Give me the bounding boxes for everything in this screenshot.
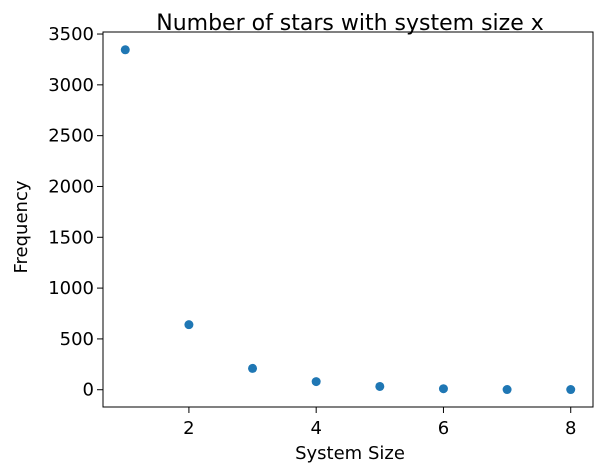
data-point: [120, 45, 130, 55]
data-point: [438, 384, 448, 394]
y-tick-label: 3000: [48, 75, 94, 96]
y-axis: 0 500 1000 1500 2000 2500 3000 3500: [48, 24, 103, 401]
y-axis-label: Frequency: [11, 180, 32, 273]
data-point: [502, 385, 512, 395]
x-axis-label: System Size: [295, 443, 405, 464]
y-tick-label: 0: [83, 380, 94, 401]
y-tick-label: 2000: [48, 176, 94, 197]
data-point: [311, 377, 321, 387]
y-tick-label: 1500: [48, 227, 94, 248]
x-axis: 2 4 6 8: [183, 407, 576, 439]
y-tick-label: 500: [60, 329, 94, 350]
x-tick-label: 4: [310, 418, 321, 439]
y-tick-label: 2500: [48, 126, 94, 147]
data-points: [120, 45, 576, 395]
x-tick-label: 6: [438, 418, 449, 439]
plot-area: [102, 31, 594, 408]
y-tick-label: 3500: [48, 24, 94, 45]
x-tick-label: 2: [183, 418, 194, 439]
data-point: [566, 385, 576, 395]
x-tick-label: 8: [565, 418, 576, 439]
data-point: [375, 381, 385, 391]
y-tick-label: 1000: [48, 278, 94, 299]
data-point: [248, 363, 258, 373]
data-point: [184, 320, 194, 330]
